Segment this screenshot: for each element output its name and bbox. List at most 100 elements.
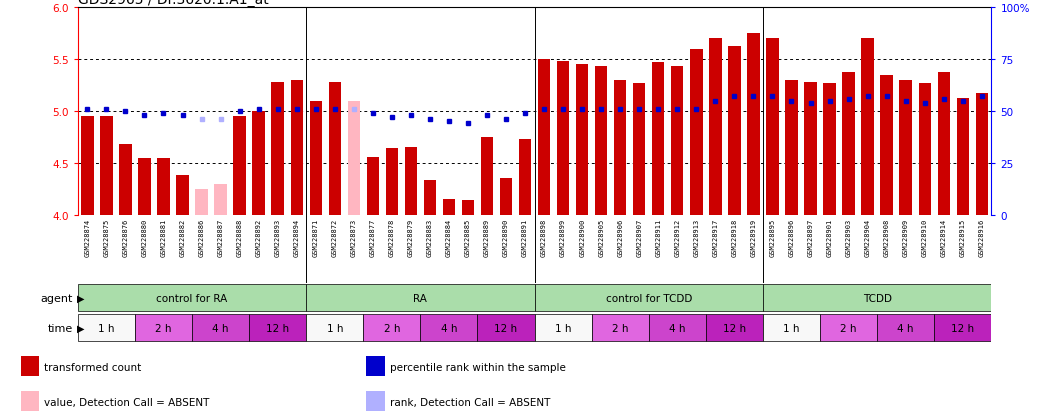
Bar bbox=[880, 76, 893, 215]
Bar bbox=[135, 315, 192, 341]
Text: GSM228895: GSM228895 bbox=[769, 218, 775, 257]
Bar bbox=[576, 65, 589, 215]
Text: value, Detection Call = ABSENT: value, Detection Call = ABSENT bbox=[44, 397, 210, 408]
Text: 4 h: 4 h bbox=[670, 323, 685, 333]
Bar bbox=[81, 117, 93, 215]
Text: GSM228919: GSM228919 bbox=[750, 218, 757, 257]
Text: control for RA: control for RA bbox=[157, 293, 227, 303]
Bar bbox=[192, 315, 249, 341]
Bar bbox=[706, 315, 763, 341]
Bar bbox=[538, 60, 550, 215]
Text: GSM228907: GSM228907 bbox=[636, 218, 643, 257]
Bar bbox=[272, 83, 283, 215]
Bar bbox=[348, 101, 360, 215]
Text: GSM228914: GSM228914 bbox=[940, 218, 947, 257]
Text: GSM228873: GSM228873 bbox=[351, 218, 357, 257]
Text: GSM228881: GSM228881 bbox=[161, 218, 166, 257]
Bar bbox=[386, 149, 398, 215]
Text: 2 h: 2 h bbox=[612, 323, 628, 333]
Text: GSM228904: GSM228904 bbox=[865, 218, 871, 257]
Bar bbox=[443, 199, 455, 215]
Bar bbox=[366, 356, 385, 376]
Text: rank, Detection Call = ABSENT: rank, Detection Call = ABSENT bbox=[390, 397, 550, 408]
Bar bbox=[306, 285, 535, 311]
Bar bbox=[78, 285, 306, 311]
Text: ▶: ▶ bbox=[77, 293, 84, 303]
Text: GSM228880: GSM228880 bbox=[141, 218, 147, 257]
Text: GSM228917: GSM228917 bbox=[712, 218, 718, 257]
Text: GSM228875: GSM228875 bbox=[104, 218, 109, 257]
Bar bbox=[649, 315, 706, 341]
Bar bbox=[21, 356, 38, 376]
Bar bbox=[766, 39, 778, 215]
Text: GSM228872: GSM228872 bbox=[332, 218, 337, 257]
Bar bbox=[119, 145, 132, 215]
Text: GSM228887: GSM228887 bbox=[218, 218, 223, 257]
Text: GSM228885: GSM228885 bbox=[465, 218, 471, 257]
Text: GSM228877: GSM228877 bbox=[370, 218, 376, 257]
Text: GSM228915: GSM228915 bbox=[960, 218, 965, 257]
Text: transformed count: transformed count bbox=[44, 362, 141, 373]
Bar bbox=[424, 181, 436, 215]
Bar bbox=[519, 140, 531, 215]
Bar bbox=[877, 315, 934, 341]
Bar bbox=[823, 84, 836, 215]
Text: GSM228896: GSM228896 bbox=[789, 218, 794, 257]
Text: GSM228901: GSM228901 bbox=[826, 218, 832, 257]
Bar bbox=[934, 315, 991, 341]
Text: GSM228888: GSM228888 bbox=[237, 218, 243, 257]
Bar bbox=[477, 315, 535, 341]
Text: time: time bbox=[48, 323, 73, 333]
Bar bbox=[557, 62, 569, 215]
Bar bbox=[709, 39, 721, 215]
Bar bbox=[763, 315, 820, 341]
Bar bbox=[366, 157, 379, 215]
Bar bbox=[747, 34, 760, 215]
Text: ▶: ▶ bbox=[77, 323, 84, 333]
Text: GSM228913: GSM228913 bbox=[693, 218, 700, 257]
Bar bbox=[329, 83, 340, 215]
Text: GSM228883: GSM228883 bbox=[427, 218, 433, 257]
Bar bbox=[234, 117, 246, 215]
Bar bbox=[363, 315, 420, 341]
Text: GSM228879: GSM228879 bbox=[408, 218, 414, 257]
Text: GSM228894: GSM228894 bbox=[294, 218, 300, 257]
Text: GSM228897: GSM228897 bbox=[808, 218, 814, 257]
Bar bbox=[252, 112, 265, 215]
Bar bbox=[786, 81, 797, 215]
Bar bbox=[614, 81, 626, 215]
Bar bbox=[291, 81, 303, 215]
Bar bbox=[535, 285, 763, 311]
Bar bbox=[138, 158, 151, 215]
Bar bbox=[420, 315, 477, 341]
Bar bbox=[405, 148, 417, 215]
Bar bbox=[957, 98, 968, 215]
Text: GSM228898: GSM228898 bbox=[541, 218, 547, 257]
Bar bbox=[763, 285, 991, 311]
Text: 4 h: 4 h bbox=[898, 323, 913, 333]
Bar bbox=[690, 50, 703, 215]
Text: 2 h: 2 h bbox=[841, 323, 856, 333]
Bar bbox=[937, 72, 950, 215]
Bar bbox=[306, 315, 363, 341]
Text: 12 h: 12 h bbox=[494, 323, 518, 333]
Text: GSM228876: GSM228876 bbox=[122, 218, 129, 257]
Text: TCDD: TCDD bbox=[863, 293, 892, 303]
Text: RA: RA bbox=[413, 293, 428, 303]
Bar bbox=[919, 84, 931, 215]
Bar bbox=[820, 315, 877, 341]
Bar bbox=[535, 315, 592, 341]
Bar bbox=[595, 67, 607, 215]
Text: GSM228916: GSM228916 bbox=[979, 218, 985, 257]
Text: control for TCDD: control for TCDD bbox=[605, 293, 692, 303]
Bar bbox=[481, 138, 493, 215]
Bar bbox=[21, 391, 38, 411]
Text: 1 h: 1 h bbox=[327, 323, 343, 333]
Bar bbox=[309, 101, 322, 215]
Text: 1 h: 1 h bbox=[555, 323, 571, 333]
Text: 4 h: 4 h bbox=[441, 323, 457, 333]
Bar bbox=[366, 391, 385, 411]
Text: percentile rank within the sample: percentile rank within the sample bbox=[390, 362, 566, 373]
Bar bbox=[158, 158, 169, 215]
Bar bbox=[976, 94, 988, 215]
